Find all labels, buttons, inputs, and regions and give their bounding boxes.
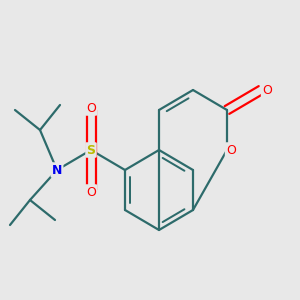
- Text: O: O: [262, 83, 272, 97]
- Text: N: N: [52, 164, 62, 176]
- Text: S: S: [86, 143, 95, 157]
- Text: O: O: [226, 143, 236, 157]
- Text: O: O: [86, 101, 96, 115]
- Text: O: O: [86, 185, 96, 199]
